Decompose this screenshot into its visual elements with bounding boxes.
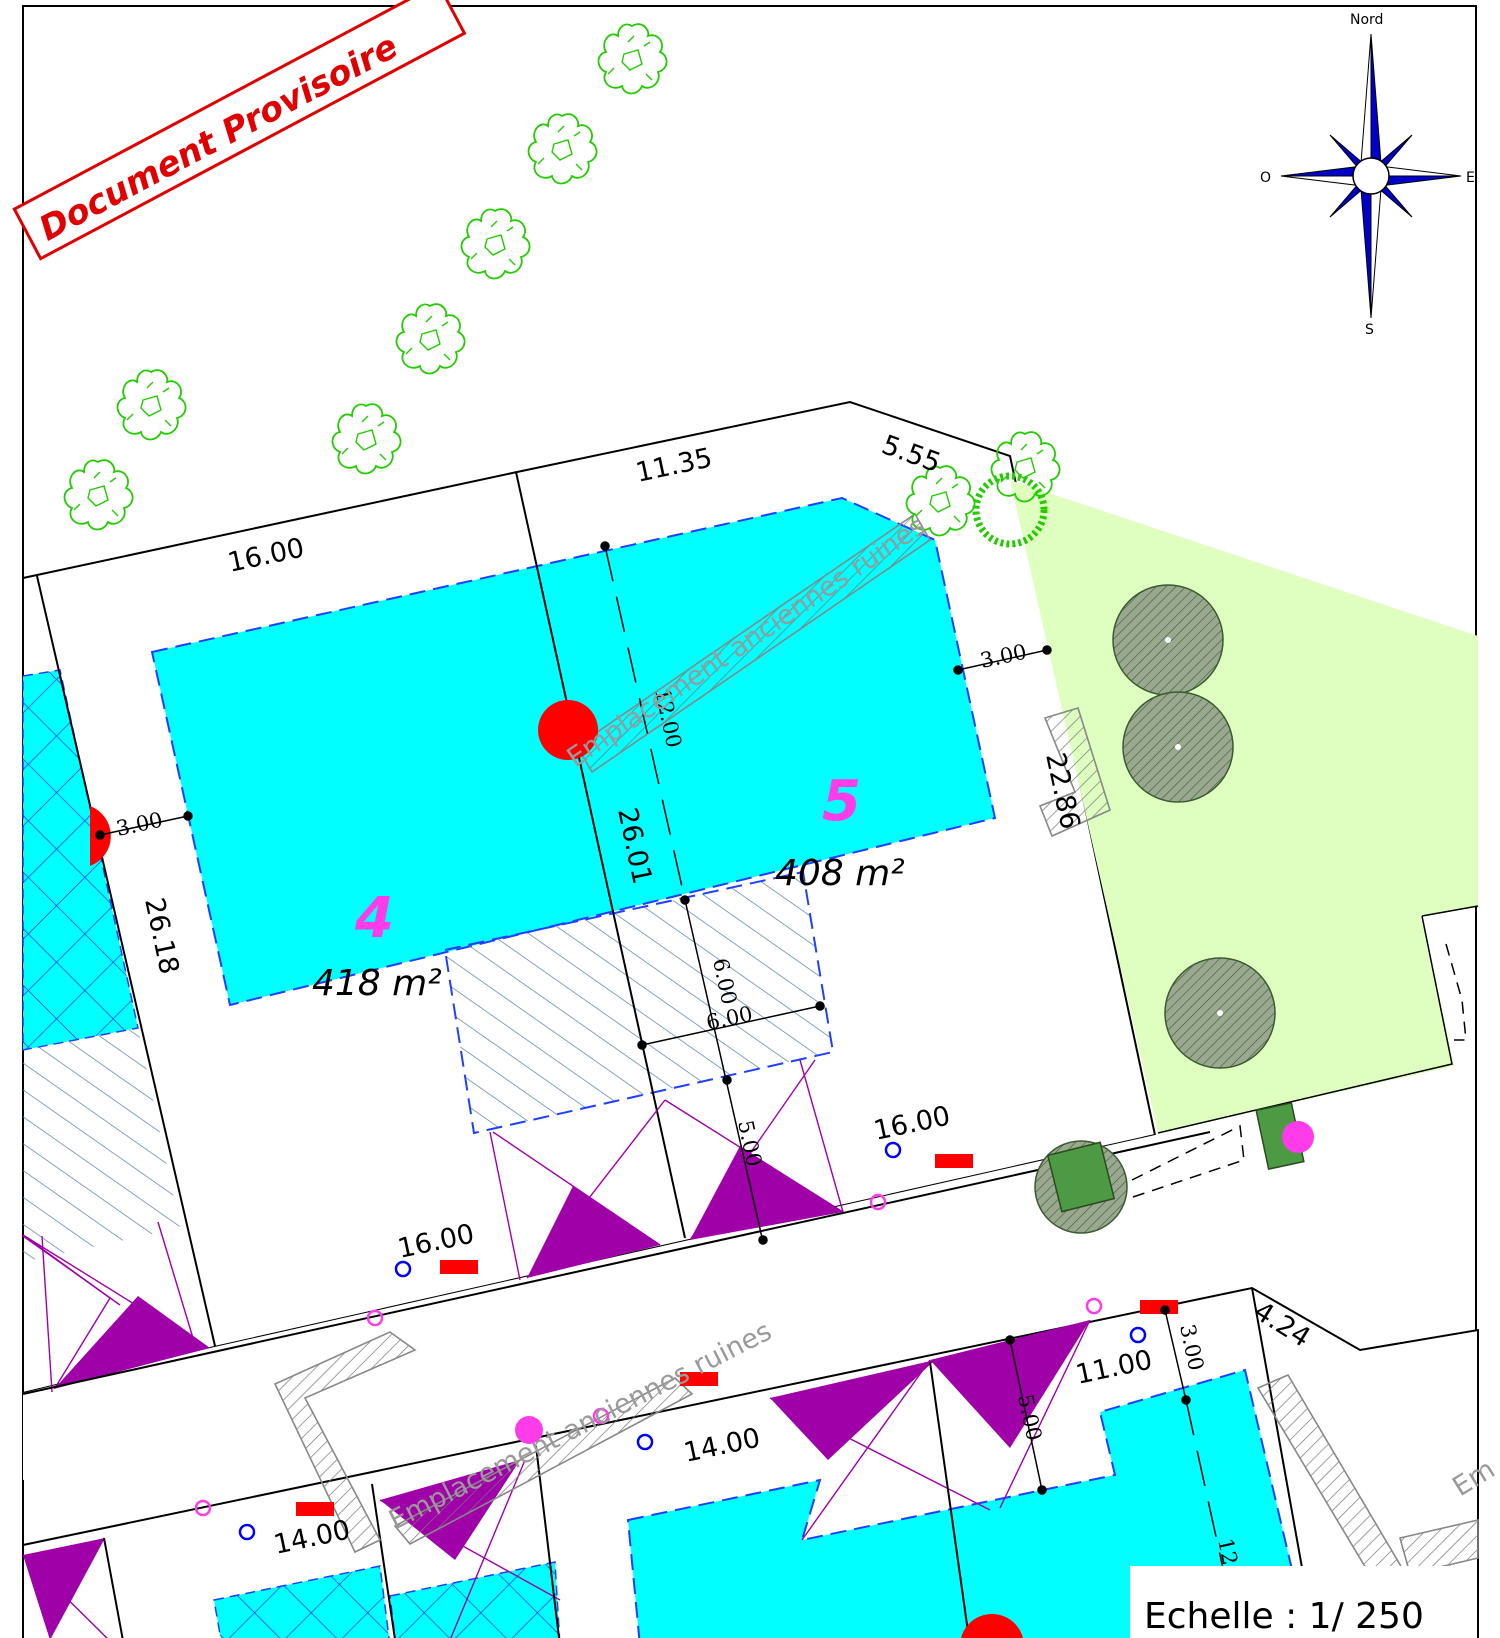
compass-rose: Nord S E O: [1260, 12, 1475, 338]
parking-upper: [22, 1059, 844, 1393]
compass-east: E: [1466, 170, 1475, 186]
tree-plot: [1034, 1102, 1314, 1234]
road: [23, 1112, 1256, 1480]
network-points: [90, 700, 1178, 1638]
lot-4-number: 4: [354, 886, 394, 951]
compass-west: O: [1260, 170, 1271, 186]
lot-separator-left: [36, 575, 216, 1347]
lot-5-area: 408 m²: [775, 853, 905, 894]
compass-south: S: [1365, 322, 1374, 338]
lower-road-edge: [22, 1131, 1211, 1395]
lot-4-area: 418 m²: [312, 963, 442, 1004]
scale-label: Echelle : 1/ 250: [1144, 1596, 1424, 1637]
dimension-lines: [95, 541, 1240, 1638]
left-hatched-zone: [23, 1028, 180, 1262]
lot-5-number: 5: [822, 769, 861, 834]
planted-trees: [63, 23, 1061, 548]
ruins-lower: [273, 1331, 1479, 1601]
compass-north: Nord: [1350, 12, 1383, 28]
stamp-text: Document Provisoire: [33, 26, 405, 249]
existing-trees: [1112, 584, 1276, 1069]
ruins-upper: [575, 512, 1111, 838]
parking-dashed-right: [1129, 943, 1467, 1199]
scale-box: [1130, 1566, 1476, 1638]
provisional-stamp: Document Provisoire: [12, 0, 467, 261]
lower-left-building-zone: [213, 1565, 390, 1638]
